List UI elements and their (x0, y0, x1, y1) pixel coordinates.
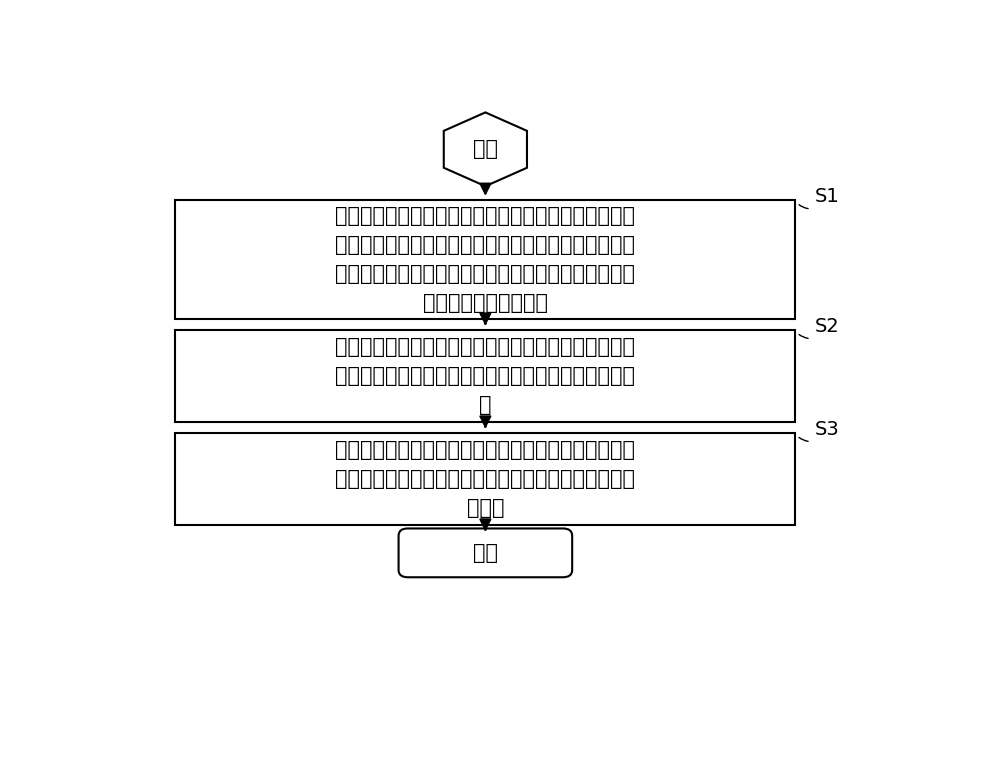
FancyBboxPatch shape (175, 329, 795, 422)
Text: S3: S3 (815, 420, 840, 438)
FancyBboxPatch shape (175, 433, 795, 525)
Text: 将发酵液进行调节后，在光照条件下通过附着光合细菌
生物膜的光反应排管后形成废弃液，收集该管路中产生
的氢气: 将发酵液进行调节后，在光照条件下通过附着光合细菌 生物膜的光反应排管后形成废弃液… (335, 440, 635, 518)
Text: S1: S1 (815, 187, 840, 206)
FancyBboxPatch shape (175, 200, 795, 319)
Text: 将光合细菌、厌氧细菌混合菌群在光反应排管和暗反应
排管上循环连续培养，光合细菌在光发反应排管上生长
并形成光合细菌生物膜；厌氧细菌在暗反应排管上生长
并形成厌氧: 将光合细菌、厌氧细菌混合菌群在光反应排管和暗反应 排管上循环连续培养，光合细菌在… (335, 206, 635, 312)
Text: 结束: 结束 (473, 543, 498, 563)
FancyBboxPatch shape (399, 529, 572, 577)
Polygon shape (444, 112, 527, 186)
Text: 开始: 开始 (473, 139, 498, 159)
Text: 将预处理后的产氢原材料在首先通过附着厌氧细菌生物
膜的暗反应排管后形成发酵液，收集该管路中产生的氢
气: 将预处理后的产氢原材料在首先通过附着厌氧细菌生物 膜的暗反应排管后形成发酵液，收… (335, 337, 635, 414)
Text: S2: S2 (815, 317, 840, 335)
